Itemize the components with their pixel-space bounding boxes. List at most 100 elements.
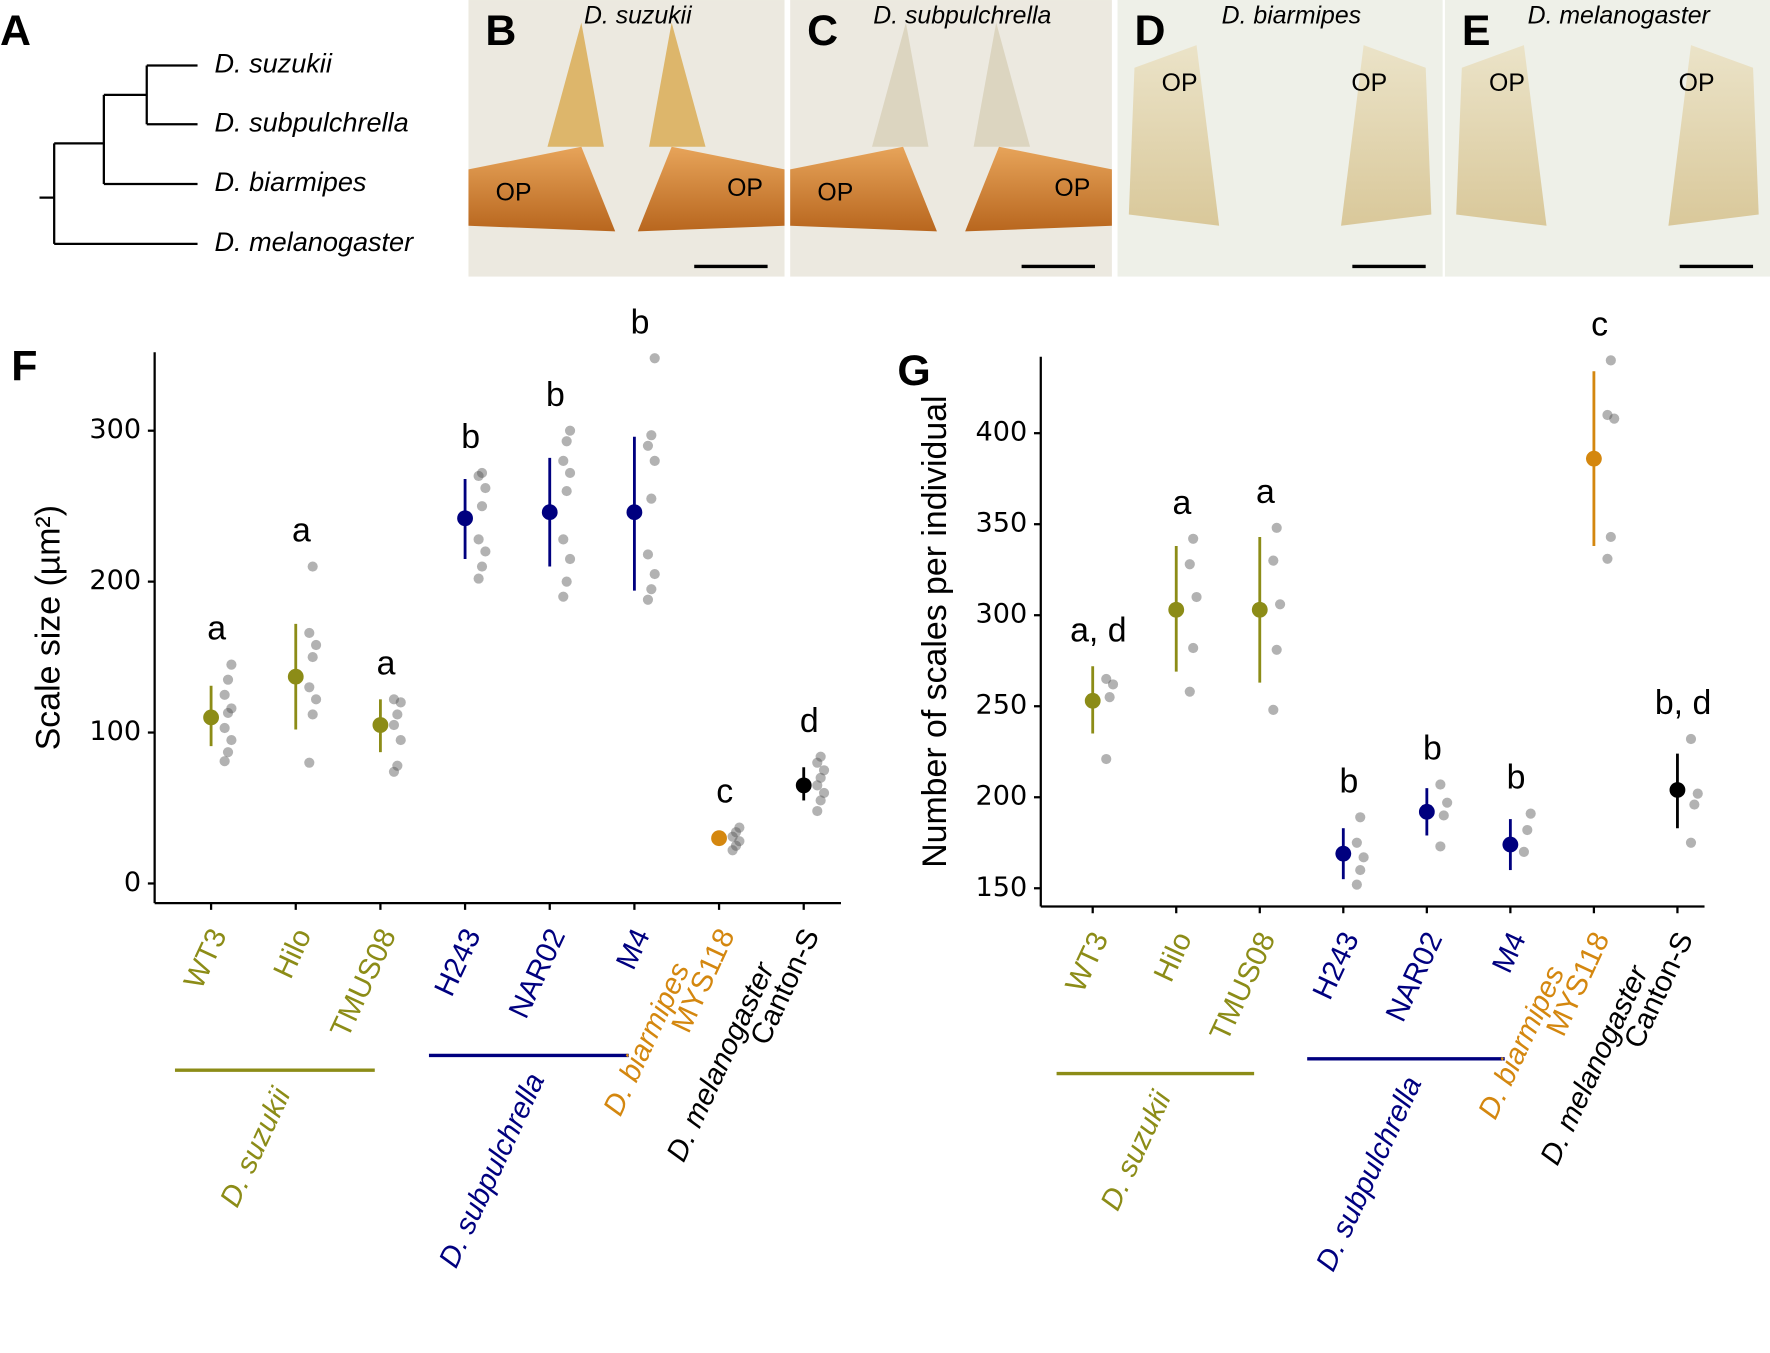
data-point xyxy=(388,694,400,705)
data-point xyxy=(1268,555,1279,566)
x-tick-label: TMUS08 xyxy=(324,924,403,1043)
data-point xyxy=(226,735,237,746)
data-point xyxy=(734,836,745,847)
y-tick-label: 300 xyxy=(89,414,141,445)
data-point xyxy=(1358,852,1369,863)
data-point xyxy=(1522,824,1533,836)
data-point xyxy=(307,709,318,720)
significance-letter: a xyxy=(1172,484,1191,522)
data-point xyxy=(1184,559,1195,570)
data-point xyxy=(642,594,654,605)
data-point xyxy=(1188,642,1199,654)
data-point xyxy=(727,831,738,842)
data-point xyxy=(1107,679,1119,690)
data-point xyxy=(558,534,569,545)
significance-letter: a xyxy=(207,610,226,648)
data-point xyxy=(392,709,403,720)
data-point xyxy=(646,493,657,504)
data-point xyxy=(473,470,484,482)
data-point xyxy=(1602,553,1613,564)
mean-point xyxy=(372,717,389,733)
data-point xyxy=(310,694,322,705)
panel-label: C xyxy=(807,7,838,55)
mean-point xyxy=(1418,803,1435,820)
x-tick-label: H243 xyxy=(428,924,488,1002)
data-point xyxy=(219,689,230,700)
plate xyxy=(1668,45,1759,226)
data-point xyxy=(1268,704,1279,715)
panel-label: E xyxy=(1462,7,1491,55)
data-point xyxy=(734,822,745,833)
mean-point xyxy=(1502,836,1519,853)
op-label: OP xyxy=(1054,175,1090,202)
plate xyxy=(1341,45,1432,226)
data-point xyxy=(1692,788,1703,799)
micrograph-bg xyxy=(468,0,785,277)
y-tick-label: 400 xyxy=(976,417,1028,448)
data-point xyxy=(818,787,830,798)
data-point xyxy=(1184,686,1195,697)
data-point xyxy=(558,455,569,466)
y-tick-label: 350 xyxy=(976,508,1028,539)
panel-label: B xyxy=(485,7,516,55)
micrograph: D D. biarmipes OP OP xyxy=(1117,0,1443,277)
x-tick-label: Hilo xyxy=(267,924,318,984)
data-point xyxy=(815,795,826,806)
micrograph: C D. subpulchrella OP OP xyxy=(790,0,1112,277)
data-point xyxy=(1351,837,1362,848)
data-point xyxy=(649,353,660,364)
significance-letter: b xyxy=(546,376,565,414)
data-point xyxy=(561,485,572,497)
significance-letter: d xyxy=(800,702,819,740)
data-point xyxy=(1271,522,1282,533)
x-tick-label: M4 xyxy=(1486,927,1533,978)
data-point xyxy=(815,772,826,783)
mean-point xyxy=(1669,782,1686,798)
data-point xyxy=(222,747,234,758)
op-label: OP xyxy=(1162,70,1198,97)
mean-point xyxy=(626,504,643,521)
mean-point xyxy=(457,510,473,527)
plate xyxy=(965,146,1112,232)
data-point xyxy=(1104,692,1115,703)
mean-point xyxy=(795,777,812,794)
data-point xyxy=(304,627,315,639)
mean-point xyxy=(1084,692,1101,709)
data-point xyxy=(1275,599,1286,610)
data-point xyxy=(1355,812,1366,823)
data-point xyxy=(395,697,406,708)
data-point xyxy=(1609,413,1620,424)
data-point xyxy=(564,553,576,565)
data-point xyxy=(226,659,237,670)
data-point xyxy=(812,757,823,768)
micrograph: B D. suzukii OP OP xyxy=(468,0,785,277)
y-tick-label: 250 xyxy=(976,690,1028,721)
data-point xyxy=(564,425,576,436)
plate xyxy=(1456,45,1547,226)
data-point xyxy=(561,576,572,587)
data-point xyxy=(310,639,322,651)
data-point xyxy=(812,780,823,791)
group-label: D. biarmipes xyxy=(1472,961,1572,1124)
y-tick-label: 200 xyxy=(89,565,141,596)
data-point xyxy=(730,840,742,851)
data-point xyxy=(818,765,830,776)
data-point xyxy=(473,534,484,545)
significance-letter: b xyxy=(1507,759,1526,797)
data-point xyxy=(1685,733,1697,745)
bristles xyxy=(872,22,1031,147)
group-label: D. suzukii xyxy=(214,1081,298,1212)
significance-letter: a xyxy=(292,512,311,550)
leaf-label: D. biarmipes xyxy=(214,166,366,197)
image-title: D. melanogaster xyxy=(1528,3,1712,30)
data-point xyxy=(219,756,230,767)
data-point xyxy=(1101,673,1112,685)
x-tick-label: NAR02 xyxy=(502,924,572,1024)
x-tick-label: Hilo xyxy=(1147,927,1198,987)
data-point xyxy=(388,766,400,777)
mean-point xyxy=(1168,601,1185,618)
mean-point xyxy=(1586,450,1602,467)
data-point xyxy=(304,682,315,693)
